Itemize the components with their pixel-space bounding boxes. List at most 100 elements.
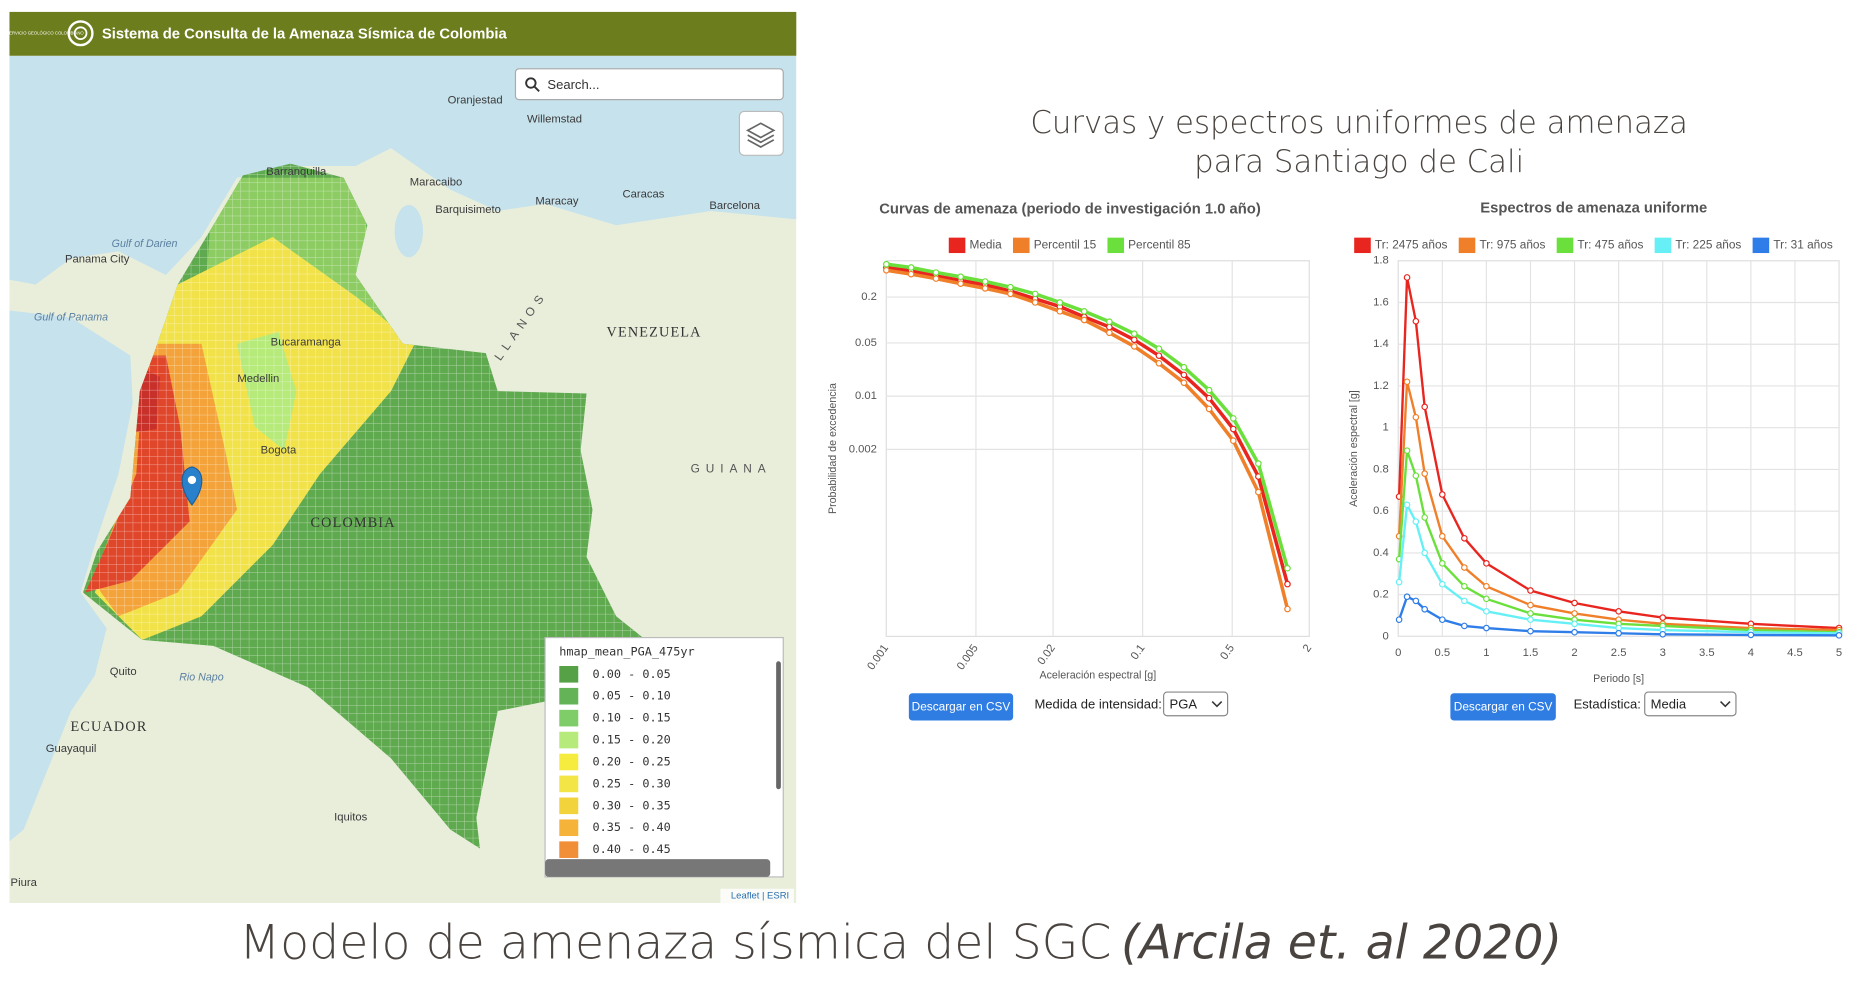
data-point — [1421, 605, 1429, 613]
chart-title: Curvas de amenaza (periodo de investigac… — [879, 202, 1261, 218]
controls: Descargar en CSV Medida de intensidad: PGA… — [908, 691, 1737, 721]
legend-label: 0.10 - 0.15 — [592, 711, 670, 725]
y-tick-label: 0.002 — [849, 443, 877, 455]
legend-swatch[interactable] — [1107, 237, 1125, 254]
data-point — [981, 278, 989, 285]
legend-label: 0.30 - 0.35 — [592, 798, 670, 812]
data-point — [1527, 587, 1534, 594]
pin-dot — [187, 475, 197, 485]
select[interactable] — [1644, 691, 1737, 717]
x-tick-label: 3 — [1660, 647, 1666, 659]
map-label: Gulf of Darien — [112, 238, 178, 250]
download-button[interactable] — [1450, 693, 1556, 721]
data-point — [907, 270, 915, 278]
legend-swatch[interactable] — [1458, 237, 1476, 254]
charts: Curvas de amenaza (periodo de investigac… — [827, 201, 1843, 685]
x-tick-label: 3.5 — [1699, 647, 1715, 659]
data-point — [1229, 437, 1237, 445]
legend-hscroll[interactable] — [545, 859, 771, 877]
data-point — [1412, 518, 1420, 525]
chart-title: Espectros de amenaza uniforme — [1480, 201, 1707, 217]
legend-label[interactable]: Tr: 2475 años — [1375, 237, 1448, 251]
data-point — [1527, 616, 1534, 624]
legend-swatch[interactable] — [948, 237, 966, 254]
y-tick-label: 0.05 — [855, 337, 877, 349]
legend-label[interactable]: Percentil 15 — [1034, 237, 1097, 251]
data-point — [1571, 628, 1578, 636]
map-label: VENEZUELA — [607, 324, 702, 340]
download-button-label[interactable]: Descargar en CSV — [912, 700, 1011, 714]
data-point — [1421, 470, 1429, 477]
y-tick-label: 1.4 — [1373, 338, 1389, 350]
select-value[interactable]: Media — [1651, 697, 1687, 712]
legend-swatch — [559, 666, 579, 683]
legend-swatch[interactable] — [1556, 237, 1574, 254]
layers-button[interactable] — [738, 110, 784, 156]
download-button[interactable] — [908, 693, 1014, 721]
x-tick-label: 2.5 — [1611, 647, 1627, 659]
data-point — [1106, 323, 1113, 331]
y-tick-label: 1.6 — [1373, 296, 1389, 308]
data-point — [883, 266, 890, 274]
data-point — [1412, 597, 1420, 605]
legend-label[interactable]: Tr: 975 años — [1479, 237, 1545, 251]
legend-swatch[interactable] — [1752, 237, 1770, 254]
map-label: COLOMBIA — [310, 515, 395, 531]
location-pin[interactable] — [181, 466, 203, 506]
select[interactable] — [1163, 691, 1229, 717]
legend-swatch — [559, 797, 579, 815]
logo-text: SERVICIO GEOLÓGICO COLOMBIANO — [6, 30, 84, 35]
data-point — [1412, 472, 1420, 480]
data-point — [1659, 614, 1667, 621]
select-value[interactable]: PGA — [1170, 697, 1198, 712]
lake — [394, 205, 424, 258]
download-button-label[interactable]: Descargar en CSV — [1454, 700, 1553, 714]
legend-swatch — [559, 731, 579, 749]
legend-label[interactable]: Tr: 225 años — [1675, 237, 1741, 251]
x-tick-label: 4.5 — [1787, 647, 1803, 659]
legend-label[interactable]: Tr: 475 años — [1577, 237, 1643, 251]
legend-swatch[interactable] — [1354, 237, 1371, 254]
legend-label: 0.40 - 0.45 — [592, 842, 670, 856]
data-point — [1483, 582, 1490, 590]
legend-swatch — [559, 819, 579, 837]
search-placeholder: Search... — [547, 77, 599, 92]
legend-label[interactable]: Percentil 85 — [1128, 237, 1191, 251]
data-point — [932, 275, 940, 282]
x-tick-label: 0.1 — [1129, 642, 1148, 662]
y-tick-label: 1.2 — [1373, 380, 1389, 392]
legend-swatch[interactable] — [1654, 237, 1672, 254]
y-tick-label: 0.4 — [1373, 547, 1389, 559]
map-label: Maracaibo — [410, 177, 463, 189]
map-label: Iquitos — [334, 812, 368, 824]
data-point — [1180, 371, 1188, 379]
data-point — [1461, 597, 1468, 605]
legend-swatch — [559, 753, 579, 771]
data-point — [1439, 491, 1446, 498]
attribution[interactable]: Leaflet | ESRI — [731, 890, 789, 901]
data-point — [1106, 329, 1113, 337]
map-label: GUIANA — [691, 461, 772, 475]
search-box[interactable] — [514, 68, 784, 101]
legend-label[interactable]: Tr: 31 años — [1773, 237, 1832, 251]
data-point — [1403, 593, 1411, 601]
legend-label: 0.20 - 0.25 — [592, 754, 670, 768]
search-icon — [525, 77, 537, 89]
legend-label[interactable]: Media — [970, 237, 1003, 251]
legend-scrollbar[interactable] — [776, 661, 781, 790]
data-point — [1106, 318, 1113, 326]
y-tick-label: 0.01 — [855, 390, 877, 402]
data-point — [1130, 330, 1138, 338]
data-point — [1659, 630, 1667, 638]
map-label: Piura — [11, 877, 38, 889]
data-point — [1615, 608, 1622, 615]
data-point — [957, 280, 964, 287]
data-point — [1155, 345, 1163, 353]
x-tick-label: 0.001 — [865, 642, 891, 672]
data-point — [1205, 386, 1213, 394]
app-title: Sistema de Consulta de la Amenaza Sísmic… — [102, 26, 508, 42]
data-point — [1439, 616, 1446, 624]
legend-swatch[interactable] — [1012, 237, 1030, 254]
data-point — [1031, 290, 1039, 298]
